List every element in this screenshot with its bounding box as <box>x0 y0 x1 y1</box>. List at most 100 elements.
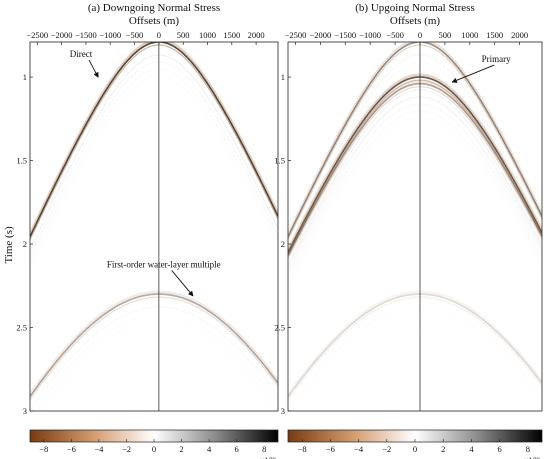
y-tick-label: 2 <box>281 239 285 249</box>
plot-frame <box>29 41 279 412</box>
colorbar-tick-label: −2 <box>382 444 391 454</box>
colorbar: −8 −6 −4 −2 0 2 4 6 8×10⁶ <box>287 429 543 459</box>
event-primary <box>288 76 542 253</box>
y-tick-label: 2 <box>23 239 27 249</box>
annotation-arrow <box>171 270 194 297</box>
event-multiple <box>30 293 278 398</box>
seismic-events <box>288 42 542 401</box>
event-primary-coda <box>288 96 542 273</box>
event-primary-coda <box>288 89 542 266</box>
y-axis-label: Time (s) <box>3 226 15 264</box>
colorbar: −8 −6 −4 −2 0 2 4 6 8×10⁶ <box>29 429 279 459</box>
colorbar-tick-label: 2 <box>441 444 445 454</box>
colorbar-tick-label: −6 <box>326 444 335 454</box>
x-tick-label: 1000 <box>199 30 216 40</box>
event-primary-2-coda <box>288 96 542 269</box>
colorbar-tick-label: −4 <box>94 444 104 454</box>
x-tick-label: 0 <box>418 30 422 40</box>
x-tick-label: 500 <box>439 30 452 40</box>
x-tick-label: −1000 <box>359 30 381 40</box>
event-multiple-trough <box>288 296 542 401</box>
y-tick-label: 3 <box>23 406 27 416</box>
event-direct <box>30 42 278 238</box>
x-tick-label: −1500 <box>334 30 356 40</box>
y-tick-label: 2.5 <box>274 323 285 333</box>
x-tick-label: 1500 <box>486 30 503 40</box>
event-primary-trough <box>288 79 542 256</box>
event-multiple <box>288 293 542 398</box>
event-direct-sideband <box>30 42 278 236</box>
colorbar-tick-label: 0 <box>152 444 156 454</box>
y-tick-label: 3 <box>281 406 285 416</box>
colorbar-tick-label: 6 <box>498 444 502 454</box>
x-axis-label: Offsets (m) <box>129 15 180 27</box>
y-tick-label: 1 <box>281 72 285 82</box>
seismic-events <box>30 42 278 411</box>
y-tick-label: 1.5 <box>274 156 285 166</box>
x-tick-label: −500 <box>386 30 404 40</box>
colorbar-exponent: ×10⁶ <box>524 455 540 459</box>
annotation-label: First-order water-layer multiple <box>107 259 221 269</box>
colorbar-tick-label: −4 <box>354 444 364 454</box>
event-direct-coda <box>30 61 278 258</box>
annotation-label: Direct <box>70 49 93 59</box>
colorbar-tick-label: 4 <box>207 444 212 454</box>
x-tick-label: −1500 <box>75 30 97 40</box>
x-tick-label: 500 <box>177 30 190 40</box>
y-tick-label: 2.5 <box>16 323 27 333</box>
plot-frame <box>287 41 543 412</box>
event-multiple-sideband <box>288 290 542 396</box>
x-tick-label: 2000 <box>511 30 528 40</box>
annotation-arrow <box>88 59 99 78</box>
event-primary-2 <box>288 82 542 257</box>
event-primary-2-sideband <box>288 80 542 255</box>
event-primary-coda <box>288 103 542 280</box>
colorbar-tick-label: −8 <box>298 444 307 454</box>
event-primary-2-coda <box>288 103 542 276</box>
x-tick-label: 2000 <box>248 30 265 40</box>
plot-area <box>288 42 542 411</box>
colorbar-exponent: ×10⁶ <box>260 455 276 459</box>
event-multiple-coda <box>30 306 278 410</box>
colorbar-tick-label: −2 <box>122 444 131 454</box>
event-direct-sideband <box>288 42 542 236</box>
event-direct <box>288 42 542 238</box>
event-direct-coda <box>30 68 278 265</box>
annotation-label: Primary <box>482 54 511 64</box>
event-multiple-sideband <box>30 290 278 396</box>
event-multiple-trough <box>30 296 278 401</box>
x-tick-label: 0 <box>157 30 161 40</box>
y-tick-label: 1 <box>23 72 27 82</box>
x-tick-label: −1000 <box>99 30 121 40</box>
event-primary-2-trough <box>288 86 542 260</box>
event-primary-sideband <box>288 73 542 252</box>
colorbar-tick-label: 6 <box>235 444 239 454</box>
x-tick-label: −2500 <box>285 30 307 40</box>
panel-title: (b) Upgoing Normal Stress <box>355 2 474 14</box>
colorbar-tick-label: 4 <box>469 444 474 454</box>
event-direct-coda <box>30 75 278 272</box>
x-tick-label: −2000 <box>309 30 331 40</box>
event-primary-coda <box>288 110 542 287</box>
x-axis-label: Offsets (m) <box>390 15 441 27</box>
colorbar-tick-label: 2 <box>179 444 183 454</box>
x-tick-label: −500 <box>126 30 144 40</box>
event-direct-coda <box>288 54 542 251</box>
plot-area <box>30 42 278 411</box>
colorbar-tick-label: 8 <box>262 444 266 454</box>
x-tick-label: −2000 <box>51 30 73 40</box>
event-direct-coda <box>30 54 278 251</box>
event-direct-trough <box>30 44 278 241</box>
panel-title: (a) Downgoing Normal Stress <box>88 2 220 14</box>
colorbar-tick-label: −6 <box>67 444 76 454</box>
colorbar-tick-label: 8 <box>526 444 530 454</box>
x-tick-label: −2500 <box>26 30 48 40</box>
colorbar-tick-label: 0 <box>413 444 417 454</box>
annotation-arrow <box>451 64 495 83</box>
event-direct-trough <box>288 44 542 241</box>
y-tick-label: 1.5 <box>16 156 27 166</box>
x-tick-label: 1500 <box>223 30 240 40</box>
